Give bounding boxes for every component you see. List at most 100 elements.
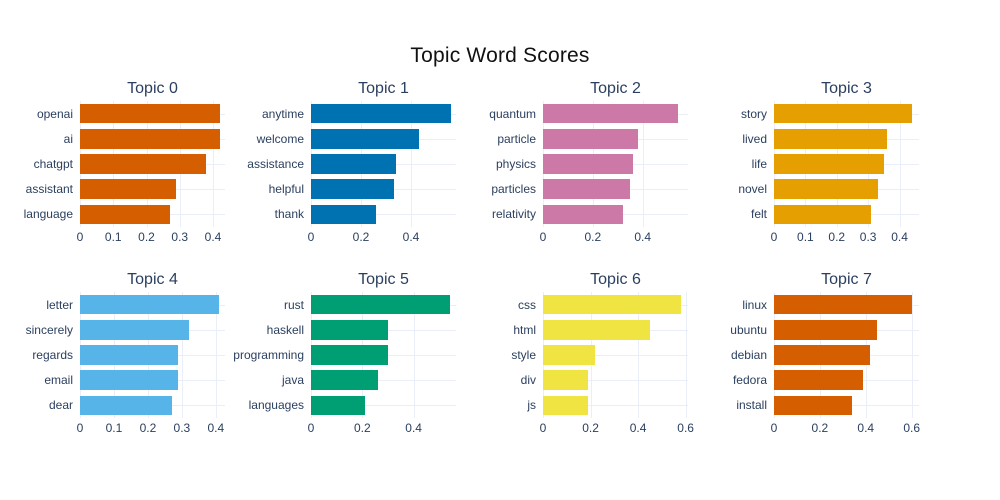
y-tick-label: ubuntu — [730, 322, 767, 337]
y-tick-label: quantum — [489, 106, 536, 121]
bar-life[interactable] — [774, 154, 884, 174]
y-tick-label: dear — [48, 398, 73, 413]
subplot-title: Topic 0 — [127, 80, 178, 97]
x-axis: 0 0.2 0.4 — [307, 418, 456, 436]
y-tick-label: chatgpt — [33, 156, 73, 171]
x-tick-label: 0.2 — [582, 421, 599, 435]
subplot-topic-4: Topic 4 letter sincerely regards email dear 0 0… — [5, 270, 235, 436]
x-axis: 0 0.2 0.4 0.6 — [770, 418, 920, 436]
x-tick-label: 0.2 — [353, 421, 371, 435]
x-tick-label: 0.6 — [677, 421, 694, 435]
x-tick-label: 0.1 — [105, 421, 123, 435]
subplot-topic-6: Topic 6 css html style div js 0 0.2 0.4 0.6 — [468, 270, 698, 436]
bar-physics[interactable] — [543, 154, 633, 174]
subplot-topic-7: Topic 7 linux ubuntu debian fedora install 0 0.… — [699, 270, 929, 436]
subplot-topic-5: Topic 5 rust haskell programming java languag… — [233, 270, 466, 436]
bar-welcome[interactable] — [311, 129, 419, 149]
bar-css[interactable] — [543, 294, 681, 315]
bar-novel[interactable] — [774, 179, 878, 199]
plot-area[interactable] — [80, 292, 225, 418]
bar-linux[interactable] — [774, 294, 912, 315]
y-tick-label: install — [736, 398, 767, 413]
bar-fedora[interactable] — [774, 370, 864, 390]
x-tick-label: 0.4 — [629, 421, 647, 435]
y-tick-label: letter — [46, 297, 73, 312]
x-tick-label: 0 — [307, 421, 315, 435]
bar-anytime[interactable] — [311, 103, 451, 124]
bar-haskell[interactable] — [311, 320, 388, 340]
bar-chatgpt[interactable] — [80, 154, 207, 174]
bar-debian[interactable] — [774, 345, 871, 365]
bar-felt[interactable] — [774, 204, 872, 225]
x-tick-label: 0.4 — [207, 421, 225, 435]
bar-relativity[interactable] — [543, 204, 623, 225]
x-axis: 0 0.1 0.2 0.3 0.4 — [77, 418, 225, 436]
y-tick-label: welcome — [256, 131, 304, 146]
y-gridline — [543, 380, 688, 382]
subplot-title: Topic 6 — [590, 271, 641, 288]
y-axis-labels: letter sincerely regards email dear — [5, 292, 80, 418]
x-axis: 0 0.2 0.4 — [540, 227, 688, 245]
bar-style[interactable] — [543, 345, 596, 365]
bar-java[interactable] — [311, 370, 378, 390]
bar-ubuntu[interactable] — [774, 320, 878, 340]
bar-install[interactable] — [774, 395, 852, 416]
bar-email[interactable] — [80, 370, 178, 390]
y-gridline — [543, 405, 688, 407]
x-tick-label: 0.4 — [405, 421, 422, 435]
plot-area[interactable] — [774, 101, 919, 227]
x-tick-label: 0 — [770, 421, 778, 435]
bar-openai[interactable] — [80, 103, 220, 124]
bar-particles[interactable] — [543, 179, 631, 199]
y-tick-label: story — [740, 106, 767, 121]
y-axis-labels: anytime welcome assistance helpful thank — [236, 101, 311, 227]
y-tick-label: email — [44, 373, 73, 388]
x-axis: 0 0.1 0.2 0.3 0.4 — [77, 227, 225, 245]
bar-assistant[interactable] — [80, 179, 177, 199]
bar-helpful[interactable] — [311, 179, 394, 199]
x-axis: 0 0.1 0.2 0.3 0.4 — [771, 227, 919, 245]
bar-sincerely[interactable] — [80, 320, 189, 340]
y-axis-labels: story lived life novel felt — [699, 101, 774, 227]
bar-html[interactable] — [543, 320, 650, 340]
y-tick-label: css — [518, 297, 536, 312]
bar-lived[interactable] — [774, 129, 887, 149]
bar-programming[interactable] — [311, 345, 388, 365]
bar-div[interactable] — [543, 370, 589, 390]
y-tick-label: thank — [274, 207, 304, 222]
bar-thank[interactable] — [311, 204, 376, 225]
plot-area[interactable] — [543, 101, 688, 227]
bar-assistance[interactable] — [311, 154, 396, 174]
plot-area[interactable] — [311, 101, 456, 227]
bar-dear[interactable] — [80, 395, 173, 416]
bar-regards[interactable] — [80, 345, 179, 365]
x-tick-label: 0.3 — [859, 230, 877, 244]
x-tick-label: 0.3 — [173, 421, 191, 435]
bar-particle[interactable] — [543, 129, 638, 149]
x-tick-label: 0.2 — [139, 421, 157, 435]
y-gridline — [311, 214, 456, 216]
x-tick-label: 0.4 — [402, 230, 420, 244]
x-tick-label: 0.2 — [811, 421, 829, 435]
plot-area[interactable] — [80, 101, 225, 227]
chart-title: Topic Word Scores — [410, 44, 590, 67]
subplot-topic-0: Topic 0 openai ai chatgpt assistant language 0… — [5, 79, 235, 245]
plot-area[interactable] — [311, 292, 456, 418]
subplot-topic-3: Topic 3 story lived life novel felt 0 0.1 0.2 0.3… — [699, 79, 929, 245]
y-tick-label: html — [513, 322, 536, 337]
plot-area[interactable] — [543, 292, 688, 418]
plot-area[interactable] — [774, 292, 919, 418]
x-tick-label: 0.2 — [828, 230, 846, 244]
y-tick-label: div — [520, 373, 536, 388]
y-tick-label: ai — [63, 131, 73, 146]
bar-story[interactable] — [774, 103, 913, 124]
bar-language[interactable] — [80, 204, 170, 225]
bar-quantum[interactable] — [543, 103, 678, 124]
y-tick-label: style — [511, 347, 536, 362]
bar-ai[interactable] — [80, 129, 220, 149]
bar-js[interactable] — [543, 395, 589, 416]
y-gridline — [543, 355, 688, 356]
bar-languages[interactable] — [311, 395, 365, 416]
bar-rust[interactable] — [311, 294, 450, 315]
bar-letter[interactable] — [80, 294, 220, 315]
